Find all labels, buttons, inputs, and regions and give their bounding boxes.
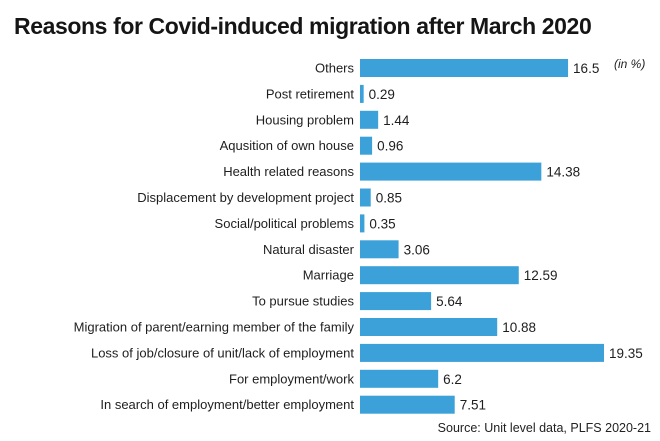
value-label: 14.38 <box>546 165 580 180</box>
category-label: Others <box>315 61 355 76</box>
bar <box>360 369 439 388</box>
value-label: 0.96 <box>377 139 403 154</box>
value-label: 0.29 <box>369 87 395 102</box>
value-label: 16.5 <box>573 61 599 76</box>
bar <box>360 395 455 414</box>
category-label: Natural disaster <box>263 242 355 257</box>
value-label: 3.06 <box>404 242 430 257</box>
category-label: Displacement by development project <box>137 190 354 205</box>
bar <box>360 59 569 77</box>
value-label: 0.35 <box>369 216 395 231</box>
bar <box>360 136 373 155</box>
bar <box>360 318 498 336</box>
value-label: 6.2 <box>443 372 462 387</box>
bar <box>360 110 379 129</box>
bar <box>360 188 371 207</box>
category-label: Post retirement <box>266 86 355 101</box>
bar <box>360 292 432 311</box>
value-label: 1.44 <box>383 113 410 128</box>
bar <box>360 84 364 103</box>
chart-title: Reasons for Covid-induced migration afte… <box>14 13 592 39</box>
category-label: In search of employment/better employmen… <box>100 397 354 412</box>
category-label: Migration of parent/earning member of th… <box>74 320 355 335</box>
category-label: For employment/work <box>229 371 354 386</box>
value-label: 0.85 <box>376 191 402 206</box>
bar <box>360 214 365 233</box>
category-label: Health related reasons <box>223 164 354 179</box>
value-label: 19.35 <box>609 346 643 361</box>
value-label: 7.51 <box>460 398 486 413</box>
value-label: 10.88 <box>502 320 536 335</box>
category-label: Social/political problems <box>215 216 355 231</box>
bar <box>360 240 399 259</box>
bar <box>360 162 542 181</box>
category-label: Aqusition of own house <box>220 138 354 153</box>
category-label: Housing problem <box>256 112 354 127</box>
unit-note: (in %) <box>614 57 646 71</box>
value-label: 5.64 <box>436 294 463 309</box>
category-label: Marriage <box>303 268 354 283</box>
category-label: To pursue studies <box>252 294 354 309</box>
source-note: Source: Unit level data, PLFS 2020-21 <box>437 421 651 435</box>
bar <box>360 266 519 285</box>
bar <box>360 343 604 362</box>
value-label: 12.59 <box>524 268 558 283</box>
bars-layer: Others 16.5 Post retirement 0.29 Housing pro… <box>74 59 643 414</box>
category-label: Loss of job/closure of unit/lack of empl… <box>91 345 354 360</box>
